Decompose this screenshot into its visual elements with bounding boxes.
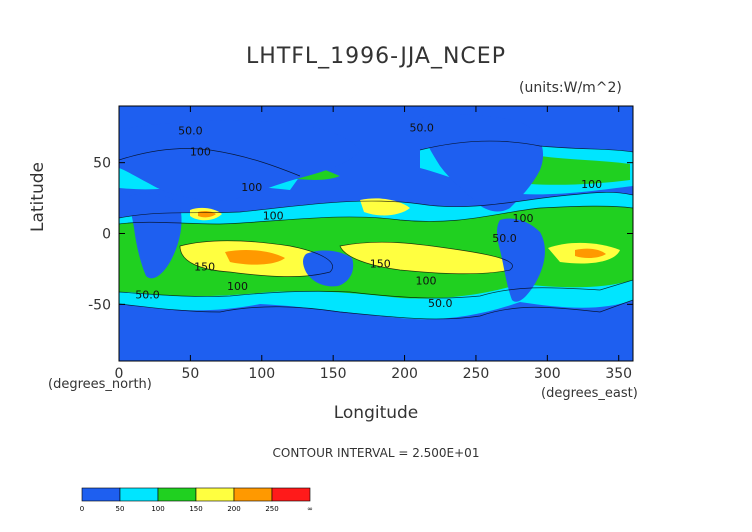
colorbar-tick-label: 250 <box>265 505 278 513</box>
contour-lines <box>119 140 633 320</box>
colorbar-segment <box>233 487 273 502</box>
level-150-200-south-pacific <box>340 242 513 274</box>
x-axis-ticks: 0 50 100 150 200 250 300 350 <box>115 106 632 382</box>
colorbar-segment <box>195 487 235 502</box>
contour-value-label: 50.0 <box>178 124 203 137</box>
x-tick-label: 0 <box>115 366 124 382</box>
contour-value-label: 50.0 <box>492 232 517 245</box>
x-tick-label: 200 <box>391 366 418 382</box>
colorbar: 0 50 100 150 200 250 ∞ <box>80 487 313 513</box>
level-200-250-south-atlantic <box>575 248 606 259</box>
colorbar-segment <box>271 487 311 502</box>
x-unit-label: (degrees_east) <box>541 386 638 401</box>
contour-value-label: 50.0 <box>409 122 434 135</box>
colorbar-tick-label: 100 <box>151 505 164 513</box>
y-unit-label: (degrees_north) <box>48 377 152 392</box>
colorbar-tick-label: 150 <box>189 505 202 513</box>
units-label: (units:W/m^2) <box>519 80 622 96</box>
x-tick-label: 350 <box>605 366 632 382</box>
level-150-200-north-pacific <box>360 198 410 216</box>
x-tick-label: 150 <box>320 366 347 382</box>
y-tick-label: -50 <box>88 297 111 313</box>
land-south-america <box>497 218 545 302</box>
y-axis-ticks: -50 0 50 <box>88 156 633 313</box>
contour-value-label: 150 <box>370 258 391 271</box>
y-tick-label: 0 <box>102 227 111 243</box>
colorbar-tick-label: 50 <box>116 505 125 513</box>
x-tick-label: 100 <box>248 366 275 382</box>
land-north-america <box>420 114 544 212</box>
land-antarctica <box>119 330 633 361</box>
contour-value-label: 50.0 <box>428 297 453 310</box>
field-layers <box>119 114 633 361</box>
colorbar-segment <box>81 487 121 502</box>
contour-value-label: 100 <box>241 181 262 194</box>
x-tick-label: 250 <box>463 366 490 382</box>
y-tick-label: 50 <box>93 156 111 172</box>
contour-value-label: 50.0 <box>135 289 160 302</box>
colorbar-segment <box>119 487 159 502</box>
contour-value-label: 100 <box>415 275 436 288</box>
contour-value-label: 100 <box>227 280 248 293</box>
chart-title: LHTFL_1996-JJA_NCEP <box>246 44 506 69</box>
colorbar-tick-label: 200 <box>227 505 240 513</box>
x-tick-label: 300 <box>534 366 561 382</box>
contour-value-label: 100 <box>263 209 284 222</box>
contour-value-label: 100 <box>513 212 534 225</box>
contour-interval-text: CONTOUR INTERVAL = 2.500E+01 <box>272 446 480 460</box>
colorbar-tick-label: ∞ <box>307 505 313 513</box>
contour-value-labels: 50.0 100 100 100 50.0 100 50.0 100 150 100 150 100 5… <box>135 122 602 311</box>
land-australia <box>303 250 354 287</box>
level-200-250-south-indian <box>225 250 285 265</box>
contour-value-label: 150 <box>194 260 215 273</box>
land-eurasia <box>119 120 360 201</box>
colorbar-tick-label: 0 <box>80 505 84 513</box>
colorbar-segment <box>157 487 197 502</box>
contour-value-label: 100 <box>190 146 211 159</box>
contour-value-label: 100 <box>581 178 602 191</box>
x-tick-label: 50 <box>181 366 199 382</box>
x-axis-label: Longitude <box>333 403 419 423</box>
